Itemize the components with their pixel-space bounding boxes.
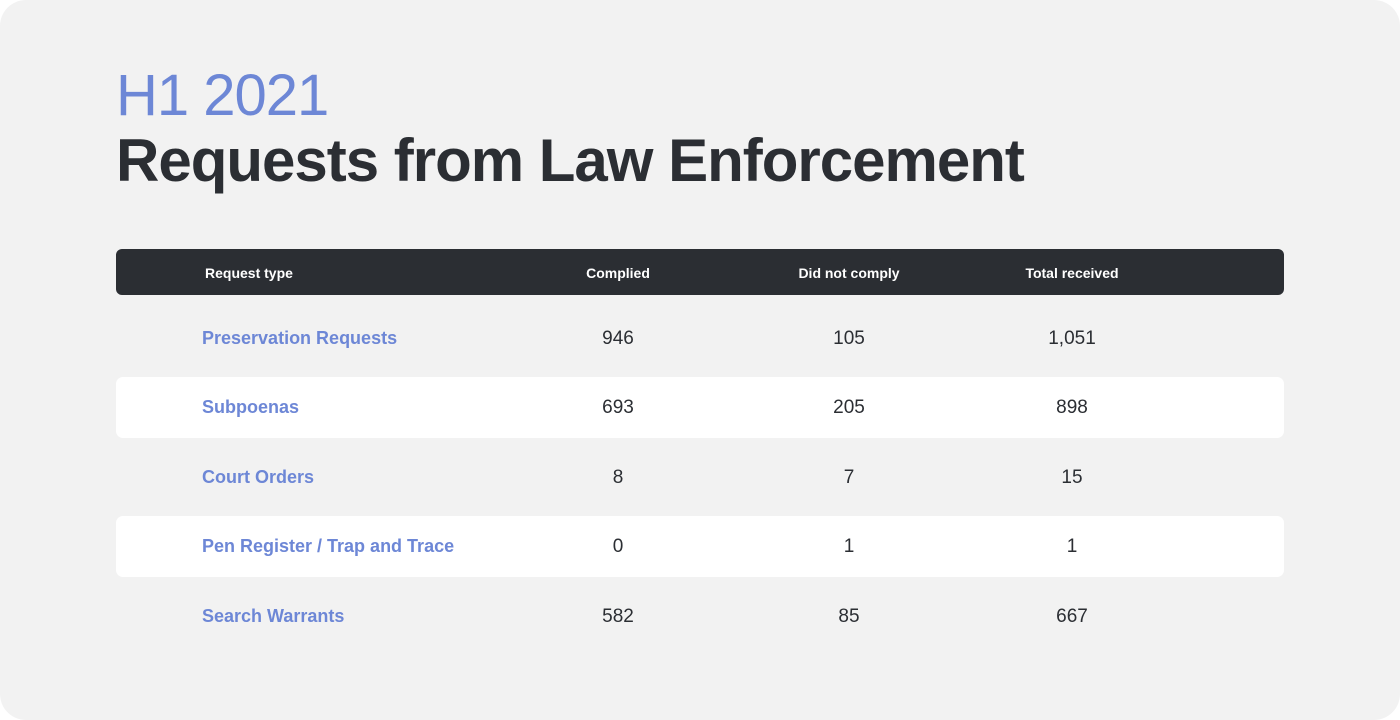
- column-header-did-not-comply: Did not comply: [798, 265, 900, 281]
- did-not-comply-cell: 105: [833, 328, 865, 349]
- request-type-cell: Court Orders: [202, 467, 315, 487]
- total-received-cell: 1: [1066, 536, 1078, 557]
- subtitle: H1 2021: [116, 63, 329, 128]
- table-row: Court Orders 8 7 15: [116, 447, 1284, 508]
- table-row: Pen Register / Trap and Trace 0 1 1: [116, 516, 1284, 577]
- did-not-comply-cell: 7: [843, 467, 855, 488]
- total-received-cell: 898: [1056, 397, 1088, 418]
- request-type-cell: Subpoenas: [202, 397, 300, 417]
- did-not-comply-cell: 85: [838, 606, 860, 627]
- did-not-comply-cell: 1: [843, 536, 855, 557]
- total-received-cell: 1,051: [1048, 328, 1096, 349]
- request-type-cell: Preservation Requests: [202, 328, 398, 348]
- complied-cell: 8: [612, 467, 624, 488]
- table-row: Preservation Requests 946 105 1,051: [116, 308, 1284, 369]
- column-header-request-type: Request type: [205, 265, 293, 281]
- complied-cell: 946: [602, 328, 634, 349]
- table-row: Subpoenas 693 205 898: [116, 377, 1284, 438]
- column-header-complied: Complied: [586, 265, 650, 281]
- page-title: Requests from Law Enforcement: [116, 127, 1025, 194]
- request-type-cell: Pen Register / Trap and Trace: [202, 536, 455, 556]
- complied-cell: 0: [612, 536, 624, 557]
- total-received-cell: 667: [1056, 606, 1088, 627]
- request-type-cell: Search Warrants: [202, 606, 345, 626]
- total-received-cell: 15: [1061, 467, 1083, 488]
- did-not-comply-cell: 205: [833, 397, 865, 418]
- complied-cell: 582: [602, 606, 634, 627]
- column-header-total-received: Total received: [1025, 265, 1119, 281]
- table-header: Request type Complied Did not comply Tot…: [116, 249, 1284, 295]
- complied-cell: 693: [602, 397, 634, 418]
- table-row: Search Warrants 582 85 667: [116, 586, 1284, 647]
